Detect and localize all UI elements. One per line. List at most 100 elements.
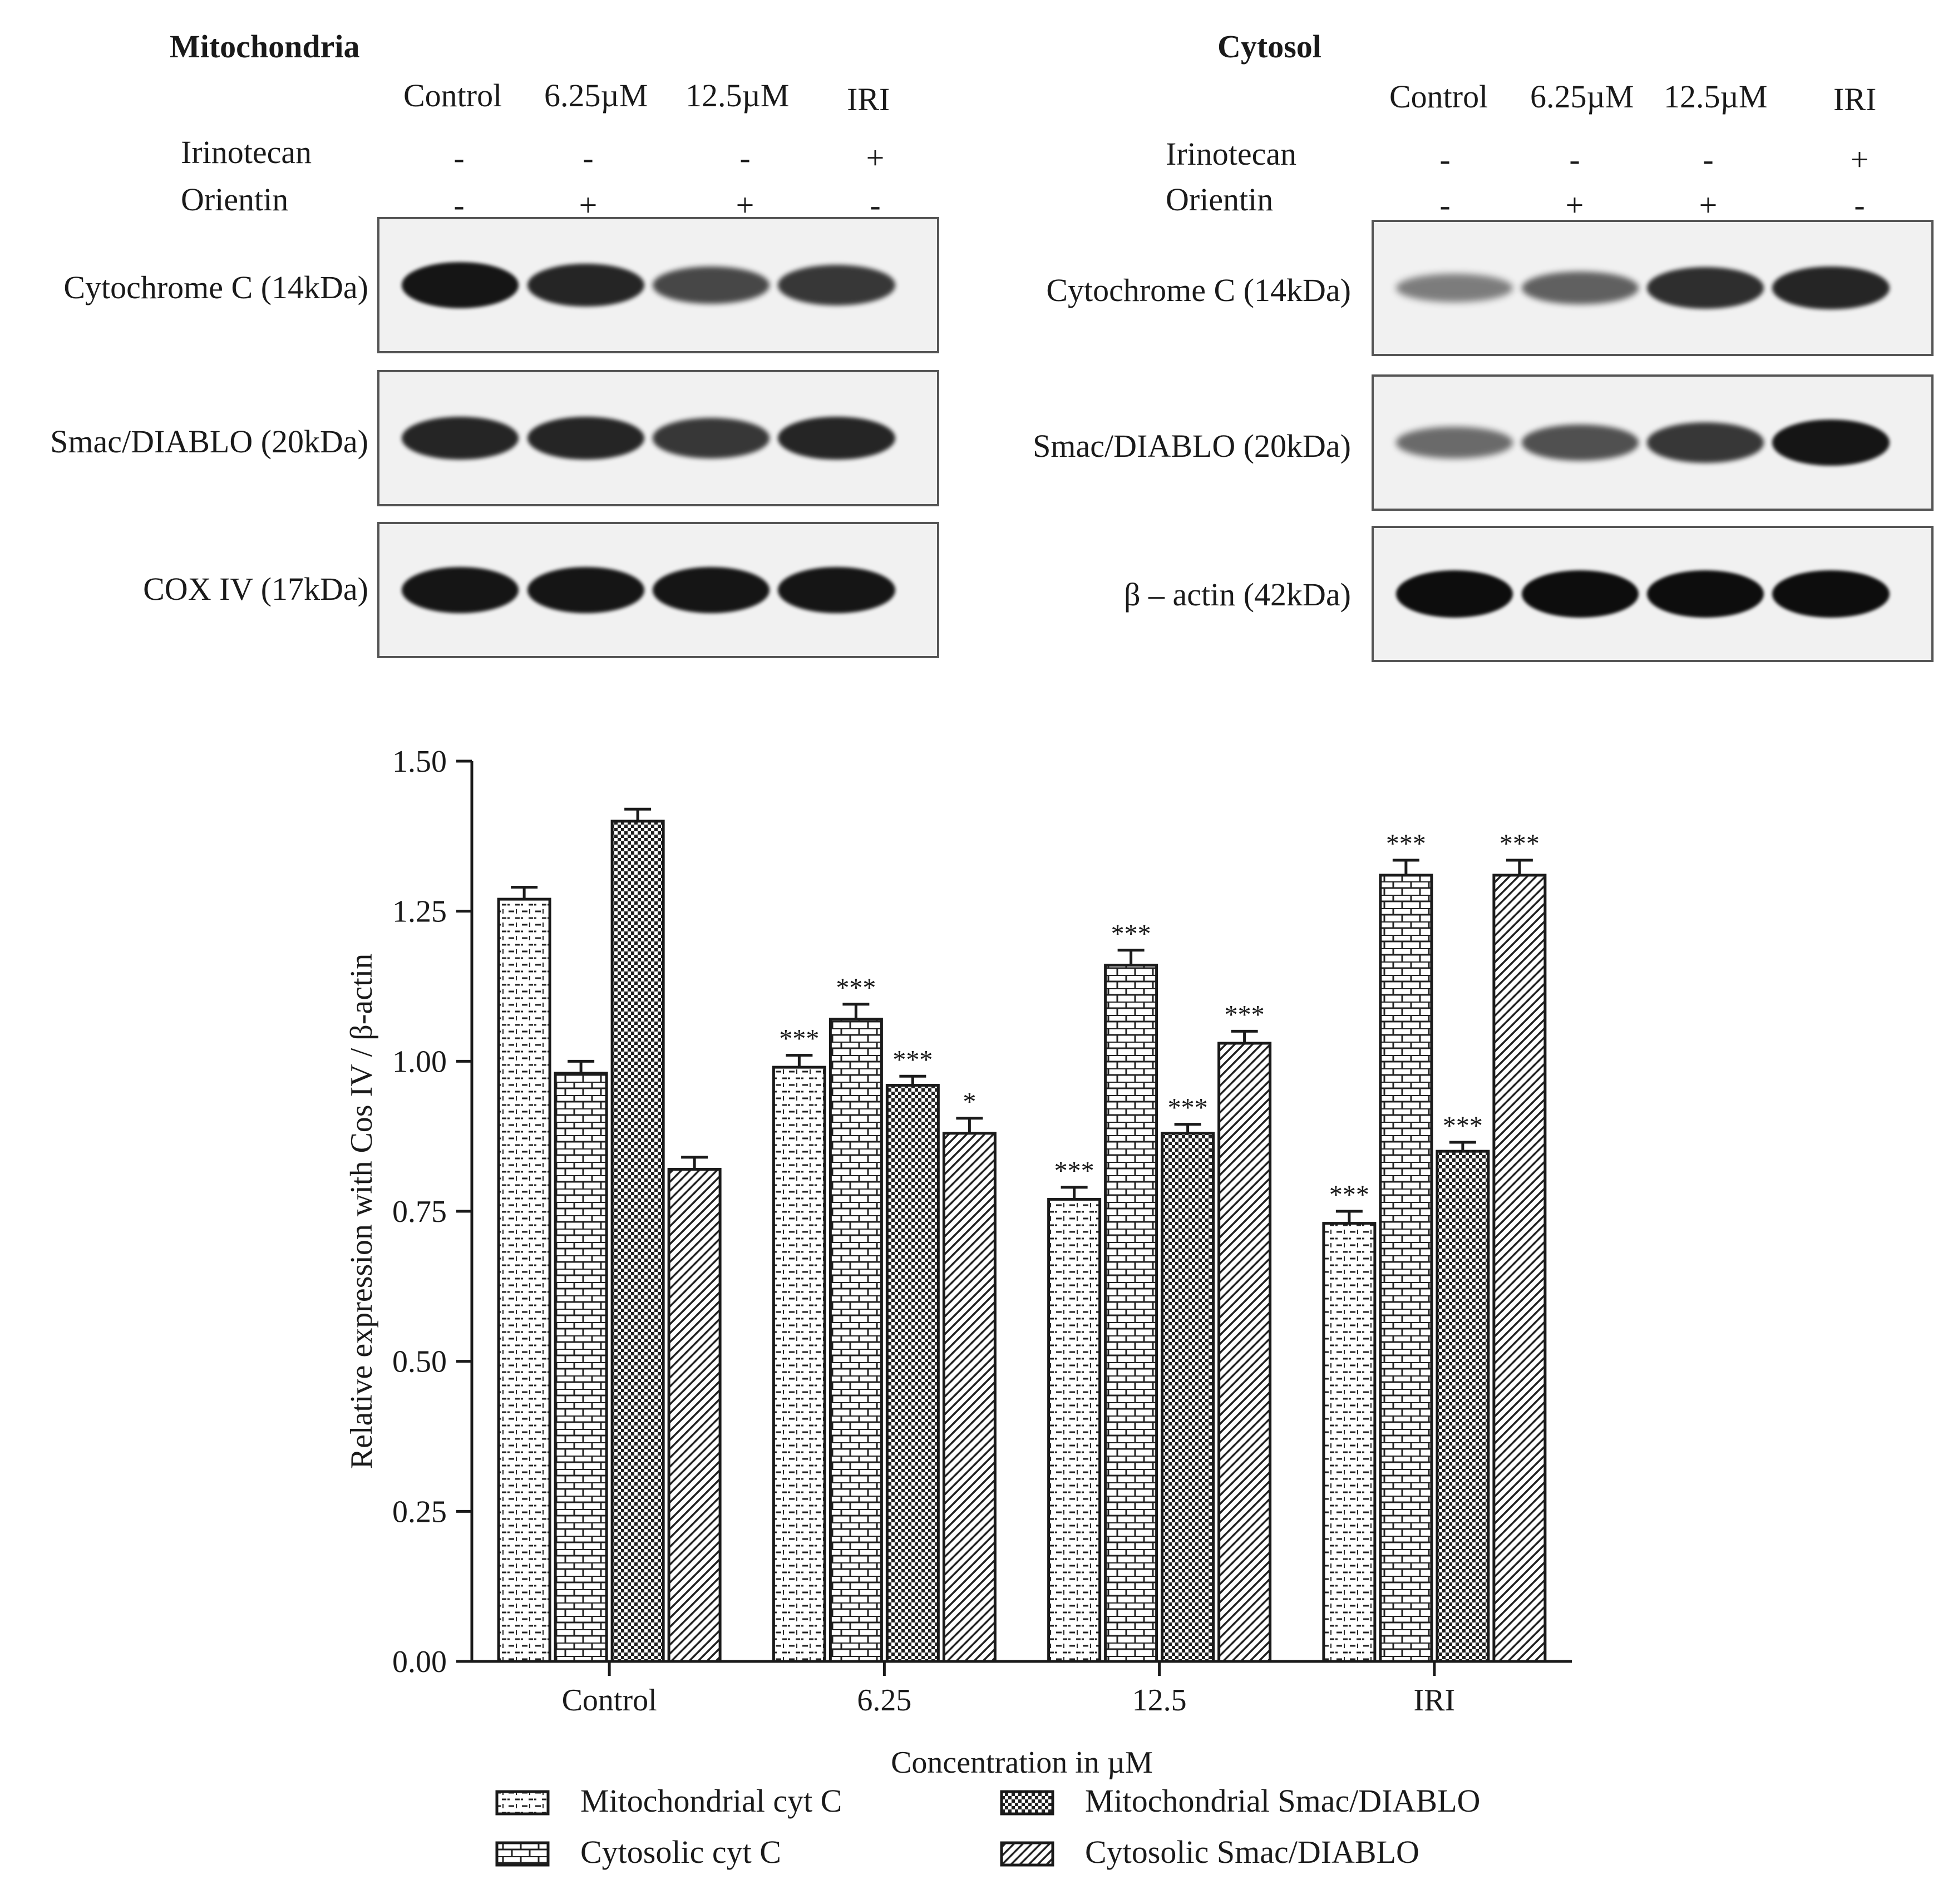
mito-irinotecan-sign: -: [739, 140, 751, 176]
cyto-cytochrome-c-blot: [1372, 220, 1934, 356]
y-tick-label: 0.25: [392, 1494, 447, 1529]
significance-label: ***: [779, 1024, 819, 1054]
mito-col-iri: IRI: [847, 81, 890, 117]
bar: [497, 897, 551, 1663]
cyto-smac-diablo-blot: [1372, 374, 1934, 511]
significance-label: ***: [892, 1045, 933, 1074]
legend-label: Cytosolic cyt C: [580, 1834, 781, 1870]
bar: [1379, 874, 1433, 1663]
mito-smac-diablo-label: Smac/DIABLO (20kDa): [50, 423, 368, 460]
mito-orientin-sign: -: [870, 187, 881, 223]
mito-cox-iv-label: COX IV (17kDa): [143, 571, 368, 607]
cyto-beta-actin-label: β – actin (42kDa): [1124, 576, 1351, 613]
x-tick-label: 12.5: [1132, 1683, 1187, 1718]
chart-legend: Mitochondrial cyt C Cytosolic cyt C Mitoch…: [495, 1783, 1480, 1870]
blot-band: [1396, 570, 1513, 618]
blot-band: [527, 263, 644, 307]
y-tick-label: 0.50: [392, 1345, 447, 1379]
blot-band: [527, 416, 644, 460]
bar: [1161, 1132, 1215, 1663]
y-axis-label: Relative expression with Cos IV / β-acti…: [344, 954, 379, 1469]
legend-label: Mitochondrial cyt C: [580, 1783, 842, 1819]
significance-label: ***: [1329, 1180, 1369, 1210]
bar: [828, 1018, 883, 1663]
cyto-col-control: Control: [1389, 78, 1488, 115]
y-tick-label: 1.00: [392, 1044, 447, 1079]
legend-label: Cytosolic Smac/DIABLO: [1085, 1834, 1419, 1870]
mito-col-control: Control: [403, 77, 502, 114]
blot-band: [402, 262, 519, 308]
x-tick-label: Control: [562, 1683, 657, 1718]
significance-label: ***: [836, 973, 876, 1003]
significance-label: ***: [1054, 1156, 1094, 1186]
mito-irinotecan-label: Irinotecan: [181, 134, 312, 170]
bar: [1217, 1042, 1272, 1663]
cyto-orientin-sign: -: [1854, 187, 1865, 223]
blot-band: [652, 418, 770, 458]
blot-band: [402, 416, 519, 460]
cyto-orientin-sign: +: [1565, 187, 1584, 223]
bar: [1104, 964, 1158, 1663]
legend-swatch: [1000, 1790, 1054, 1816]
cytosol-title: Cytosol: [1217, 28, 1321, 65]
y-tick-label: 1.25: [392, 895, 447, 929]
bar: [1492, 874, 1547, 1663]
significance-label: ***: [1443, 1111, 1483, 1141]
cyto-cytochrome-c-label: Cytochrome C (14kDa): [1046, 272, 1351, 308]
mito-irinotecan-sign: -: [453, 140, 465, 176]
cyto-irinotecan-sign: -: [1439, 141, 1451, 177]
legend-label: Mitochondrial Smac/DIABLO: [1085, 1783, 1480, 1819]
legend-swatch: [495, 1841, 550, 1867]
blot-band: [1521, 570, 1639, 618]
legend-swatch: [495, 1790, 550, 1816]
blot-band: [1646, 422, 1764, 463]
blot-band: [1396, 427, 1513, 458]
x-axis-label: Concentration in µM: [891, 1745, 1153, 1780]
cyto-orientin-label: Orientin: [1166, 181, 1274, 218]
bar: [885, 1083, 940, 1663]
chart-bars: **********************************: [497, 807, 1547, 1663]
mito-orientin-sign: -: [453, 187, 465, 223]
cyto-smac-diablo-label: Smac/DIABLO (20kDa): [1033, 428, 1351, 464]
blot-band: [778, 265, 895, 305]
cyto-col-12-5: 12.5µM: [1664, 78, 1768, 115]
mito-cytochrome-c-label: Cytochrome C (14kDa): [63, 269, 368, 305]
cyto-col-6-25: 6.25µM: [1530, 78, 1634, 115]
bar: [610, 820, 665, 1663]
bar: [942, 1132, 997, 1663]
mito-cox-iv-blot: [377, 522, 939, 658]
bar: [1322, 1222, 1377, 1663]
blot-band: [652, 266, 770, 304]
bar: [667, 1167, 722, 1663]
blot-band: [778, 416, 895, 460]
significance-label: ***: [1168, 1093, 1208, 1123]
cyto-irinotecan-sign: -: [1703, 141, 1714, 177]
cyto-col-iri: IRI: [1833, 81, 1877, 117]
mito-smac-diablo-blot: [377, 370, 939, 506]
bar: [1436, 1150, 1490, 1663]
significance-label: ***: [1111, 919, 1151, 949]
blot-band: [1772, 570, 1890, 618]
blot-band: [402, 567, 519, 613]
mitochondria-title: Mitochondria: [170, 28, 360, 65]
blot-band: [652, 567, 770, 613]
blot-band: [1772, 420, 1890, 466]
cyto-orientin-sign: -: [1439, 187, 1451, 223]
blot-band: [1521, 271, 1639, 305]
cyto-irinotecan-label: Irinotecan: [1166, 136, 1297, 172]
chart-axes: 0.00 0.25 0.50 0.75 1.00 1.25 1.50 Relative exp…: [344, 744, 1572, 1780]
mito-col-6-25: 6.25µM: [544, 77, 648, 114]
blot-band: [1646, 267, 1764, 309]
blot-band: [1521, 425, 1639, 461]
mito-orientin-label: Orientin: [181, 181, 289, 218]
significance-label: ***: [1386, 829, 1426, 859]
y-tick-label: 0.75: [392, 1195, 447, 1229]
cyto-irinotecan-sign: +: [1850, 141, 1869, 177]
bar: [772, 1066, 826, 1663]
x-tick-label: 6.25: [857, 1683, 911, 1718]
mito-irinotecan-sign: -: [583, 140, 594, 176]
blot-band: [778, 567, 895, 613]
blot-band: [1396, 273, 1513, 303]
mito-irinotecan-sign: +: [866, 140, 885, 176]
